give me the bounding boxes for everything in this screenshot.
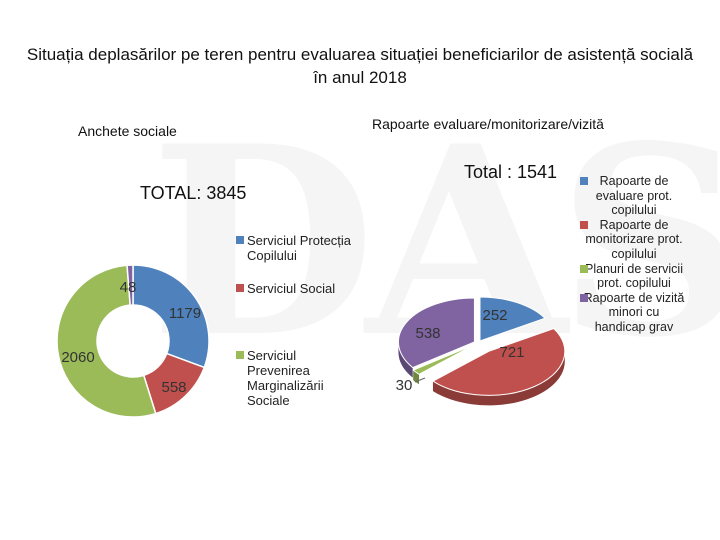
legend-label: Serviciul Protecția Copilului bbox=[247, 233, 352, 263]
pie-data-label: 252 bbox=[482, 307, 507, 324]
legend-swatch bbox=[236, 284, 244, 292]
donut-data-label: 558 bbox=[161, 379, 186, 396]
legend-swatch bbox=[580, 177, 588, 185]
donut-chart: 1179 558 2060 48 bbox=[56, 264, 210, 418]
donut-data-label: 2060 bbox=[61, 349, 94, 366]
donut-legend: Serviciul Protecția Copilului Serviciul … bbox=[236, 233, 356, 426]
donut-total-label: TOTAL: 3845 bbox=[140, 183, 247, 203]
pie-total-label: Total : 1541 bbox=[464, 162, 558, 182]
pie-slice bbox=[431, 328, 566, 396]
pie-slice bbox=[412, 344, 476, 375]
legend-swatch bbox=[580, 220, 588, 229]
donut-slice bbox=[132, 264, 210, 369]
pie-legend-item: Rapoarte de monitorizare prot. copilului bbox=[580, 217, 686, 262]
legend-swatch bbox=[580, 264, 588, 273]
legend-label: Rapoarte de monitorizare prot. copilului bbox=[585, 217, 683, 261]
legend-label: Planuri de servicii prot. copilului bbox=[585, 261, 683, 291]
pie-data-label: 538 bbox=[415, 325, 440, 342]
pie-legend-item: Rapoarte de vizită minori cu handicap gr… bbox=[580, 290, 686, 335]
pie-data-label: 721 bbox=[499, 344, 524, 361]
legend-swatch bbox=[236, 236, 244, 244]
legend-swatch bbox=[580, 293, 588, 302]
pie-legend: Rapoarte de evaluare prot. copilului Rap… bbox=[580, 174, 686, 335]
legend-label: Rapoarte de evaluare prot. copilului bbox=[595, 174, 673, 218]
donut-slice bbox=[56, 264, 157, 418]
pie-legend-item: Planuri de servicii prot. copilului bbox=[580, 261, 686, 291]
donut-data-label: 48 bbox=[120, 279, 137, 296]
donut-data-label: 1179 bbox=[169, 305, 201, 322]
pie-chart: 252 721 30 538 bbox=[396, 296, 566, 406]
donut-slice bbox=[126, 264, 134, 306]
leader-line bbox=[414, 377, 426, 383]
pie-data-label: 30 bbox=[396, 377, 413, 394]
legend-label: Serviciul Prevenirea Marginalizării Soci… bbox=[247, 348, 324, 408]
donut-legend-item: Serviciul Prevenirea Marginalizării Soci… bbox=[236, 348, 356, 408]
pie-legend-item: Rapoarte de evaluare prot. copilului bbox=[580, 174, 686, 218]
page-title: Situația deplasărilor pe teren pentru ev… bbox=[26, 45, 694, 87]
pie-slice-side bbox=[398, 341, 413, 378]
pie-slice-side bbox=[432, 351, 565, 406]
donut-chart-title: Anchete sociale bbox=[78, 123, 177, 139]
legend-label: Rapoarte de vizită minori cu handicap gr… bbox=[583, 290, 685, 334]
pie-slice bbox=[479, 296, 546, 342]
donut-legend-item: Serviciul Social bbox=[236, 281, 356, 296]
donut-legend-item: Serviciul Protecția Copilului bbox=[236, 233, 356, 263]
pie-slice bbox=[398, 297, 475, 369]
legend-swatch bbox=[236, 351, 244, 359]
pie-chart-title: Rapoarte evaluare/monitorizare/vizită bbox=[372, 116, 604, 132]
legend-label: Serviciul Social bbox=[247, 281, 336, 296]
